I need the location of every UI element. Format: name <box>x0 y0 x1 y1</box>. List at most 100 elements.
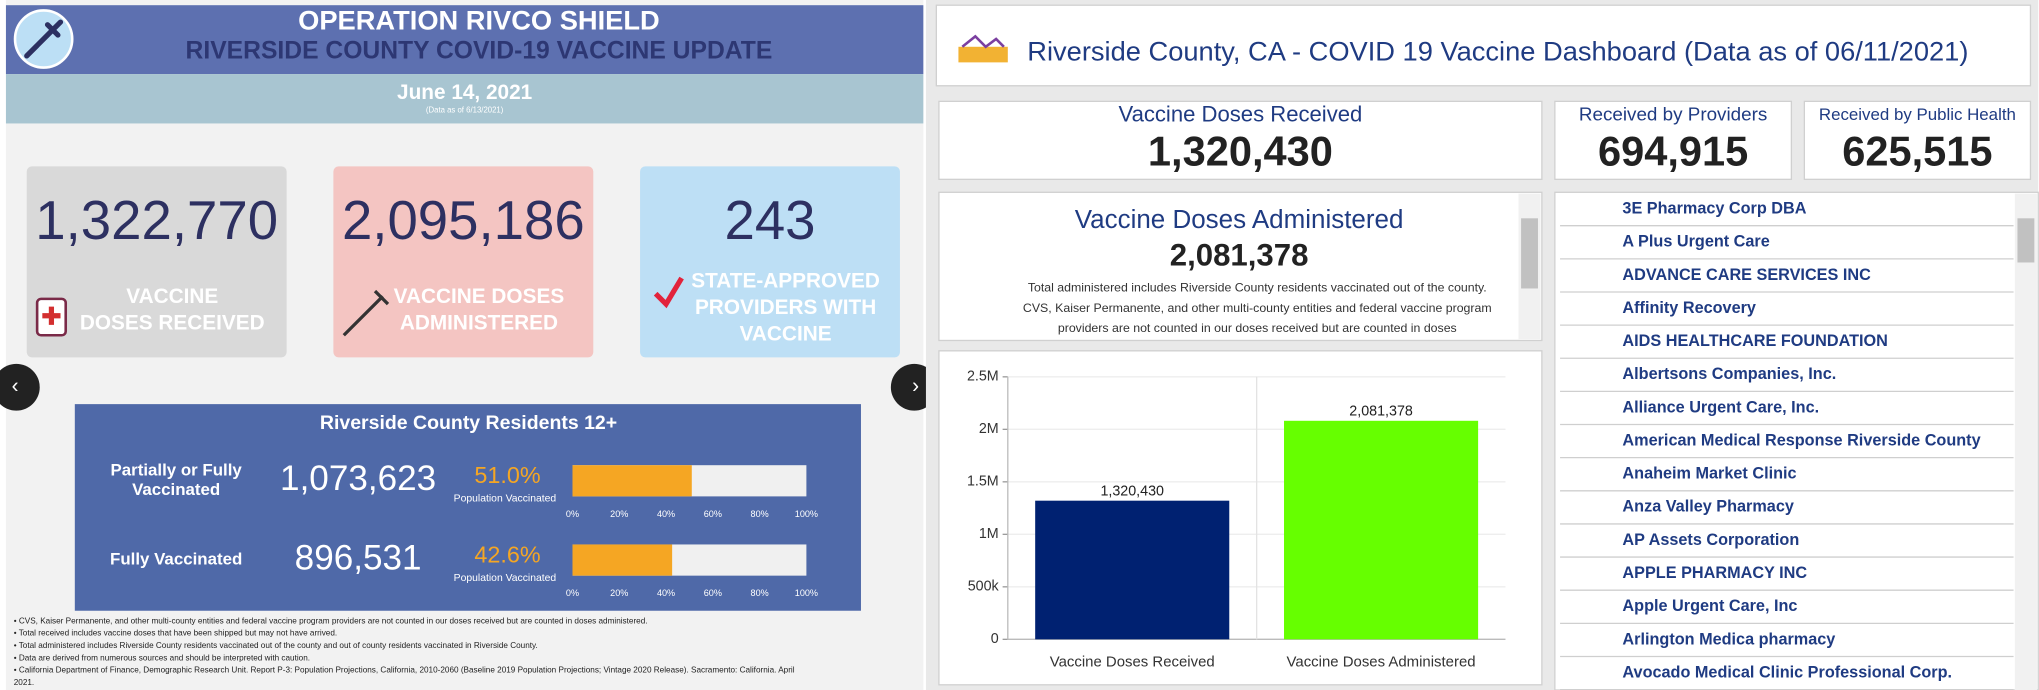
bar <box>1284 420 1479 640</box>
card-label: ADMINISTERED <box>400 312 558 335</box>
y-tick-label: 500k <box>968 579 1000 595</box>
card-value: 1,322,770 <box>35 190 278 251</box>
kpi-title: Vaccine Doses Received <box>1119 101 1363 126</box>
footnote: • California Department of Finance, Demo… <box>14 666 795 675</box>
syringe-shape <box>24 19 64 59</box>
administered-note: CVS, Kaiser Permanente, and other multi-… <box>1023 301 1492 315</box>
scroll-thumb[interactable] <box>1521 218 1538 289</box>
providers-box <box>1554 191 2039 690</box>
row-label: Fully Vaccinated <box>110 550 242 569</box>
vial-cross <box>42 306 61 325</box>
provider-name[interactable]: Albertsons Companies, Inc. <box>1622 365 1836 383</box>
card-label: VACCINE <box>126 285 218 308</box>
kpi-value: 1,320,430 <box>1148 128 1333 175</box>
provider-name[interactable]: Affinity Recovery <box>1622 299 1756 317</box>
row-note: Population Vaccinated <box>454 494 557 505</box>
provider-name[interactable]: ADVANCE CARE SERVICES INC <box>1622 266 1871 284</box>
progress-tick-label: 40% <box>657 509 675 519</box>
progress-tick-label: 40% <box>657 588 675 598</box>
row-count: 896,531 <box>295 538 422 577</box>
scroll-thumb[interactable] <box>2017 218 2035 263</box>
progress-tick-label: 60% <box>704 588 722 598</box>
card-label: VACCINE DOSES <box>394 285 565 308</box>
kpi-title: Received by Public Health <box>1819 105 2016 124</box>
progress-tick-label: 20% <box>610 509 628 519</box>
date-band <box>5 74 924 124</box>
y-tick-label: 0 <box>991 631 999 647</box>
y-tick-label: 1M <box>979 526 999 542</box>
x-tick-label: Vaccine Doses Received <box>1050 654 1215 671</box>
card-value: 2,095,186 <box>342 190 585 251</box>
x-tick-label: Vaccine Doses Administered <box>1287 654 1476 671</box>
progress-tick-label: 0% <box>566 509 579 519</box>
progress-tick-label: 20% <box>610 588 628 598</box>
progress-tick-label: 80% <box>751 588 769 598</box>
provider-name[interactable]: Arlington Medica pharmacy <box>1622 630 1835 648</box>
provider-name[interactable]: AP Assets Corporation <box>1622 531 1799 549</box>
header-band <box>5 5 924 75</box>
kpi-title: Received by Providers <box>1579 104 1767 125</box>
bar <box>1035 500 1230 640</box>
kpi-box <box>1803 100 2032 180</box>
row-pct: 42.6% <box>474 541 540 567</box>
subtitle: RIVERSIDE COUNTY COVID-19 VACCINE UPDATE <box>186 37 773 64</box>
card-label: STATE-APPROVED <box>691 269 880 292</box>
row-count: 1,073,623 <box>280 459 436 498</box>
provider-name[interactable]: Alliance Urgent Care, Inc. <box>1622 398 1819 416</box>
progress-tick-label: 60% <box>704 509 722 519</box>
provider-name[interactable]: 3E Pharmacy Corp DBA <box>1622 200 1806 218</box>
progress-tick-label: 100% <box>795 509 818 519</box>
footnote: • Total administered includes Riverside … <box>14 641 538 650</box>
kpi-box <box>1554 100 1793 180</box>
row-label: Partially or Fully <box>111 461 243 480</box>
prev-button[interactable] <box>0 363 40 411</box>
provider-name[interactable]: AIDS HEALTHCARE FOUNDATION <box>1622 332 1887 350</box>
progress-bar <box>572 465 692 497</box>
provider-name[interactable]: Anaheim Market Clinic <box>1622 465 1796 483</box>
card-label: DOSES RECEIVED <box>80 312 265 335</box>
logo-mark <box>961 34 1005 49</box>
provider-name[interactable]: Apple Urgent Care, Inc <box>1622 597 1797 615</box>
row-note: Population Vaccinated <box>454 573 557 584</box>
card <box>640 166 900 358</box>
row-label: Vaccinated <box>132 480 220 499</box>
progress-bar <box>572 544 673 576</box>
row-pct: 51.0% <box>474 462 540 488</box>
card-label: VACCINE <box>740 323 832 346</box>
check-icon <box>653 276 684 309</box>
residents-panel <box>74 404 861 611</box>
provider-name[interactable]: A Plus Urgent Care <box>1622 233 1769 251</box>
card-value: 243 <box>724 190 815 251</box>
footnote: 2021. <box>14 678 34 687</box>
footnote: • Total received includes vaccine doses … <box>14 629 337 638</box>
y-tick-label: 1.5M <box>967 474 999 490</box>
provider-name[interactable]: Anza Valley Pharmacy <box>1622 498 1793 516</box>
administered-box <box>938 191 1543 342</box>
provider-name[interactable]: American Medical Response Riverside Coun… <box>1622 431 1980 449</box>
title: OPERATION RIVCO SHIELD <box>298 4 660 35</box>
next-arrow[interactable]: › <box>912 375 919 398</box>
card <box>333 166 594 358</box>
footnote: • Data are derived from numerous sources… <box>14 653 310 662</box>
administered-note: Total administered includes Riverside Co… <box>1028 281 1487 295</box>
y-tick-label: 2.5M <box>967 369 999 385</box>
prev-arrow[interactable]: ‹ <box>12 375 19 398</box>
date-note: (Data as of 6/13/2021) <box>426 106 504 115</box>
kpi-value: 625,515 <box>1842 128 1992 175</box>
provider-name[interactable]: APPLE PHARMACY INC <box>1622 564 1807 582</box>
value-label: 1,320,430 <box>1100 483 1164 499</box>
value-label: 2,081,378 <box>1349 403 1413 419</box>
kpi-value: 694,915 <box>1598 128 1748 175</box>
y-tick-label: 2M <box>979 421 999 437</box>
administered-title: Vaccine Doses Administered <box>1075 204 1404 234</box>
syringe-small-icon <box>342 289 390 337</box>
provider-name[interactable]: Avocado Medical Clinic Professional Corp… <box>1622 663 1952 681</box>
footnote: • CVS, Kaiser Permanente, and other mult… <box>14 616 648 625</box>
scrollbar[interactable] <box>2014 193 2037 690</box>
progress-tick-label: 80% <box>751 509 769 519</box>
card-label: PROVIDERS WITH <box>695 296 876 319</box>
progress-tick-label: 0% <box>566 588 579 598</box>
dashboard-header <box>935 4 2032 87</box>
kpi-box <box>938 100 1543 180</box>
